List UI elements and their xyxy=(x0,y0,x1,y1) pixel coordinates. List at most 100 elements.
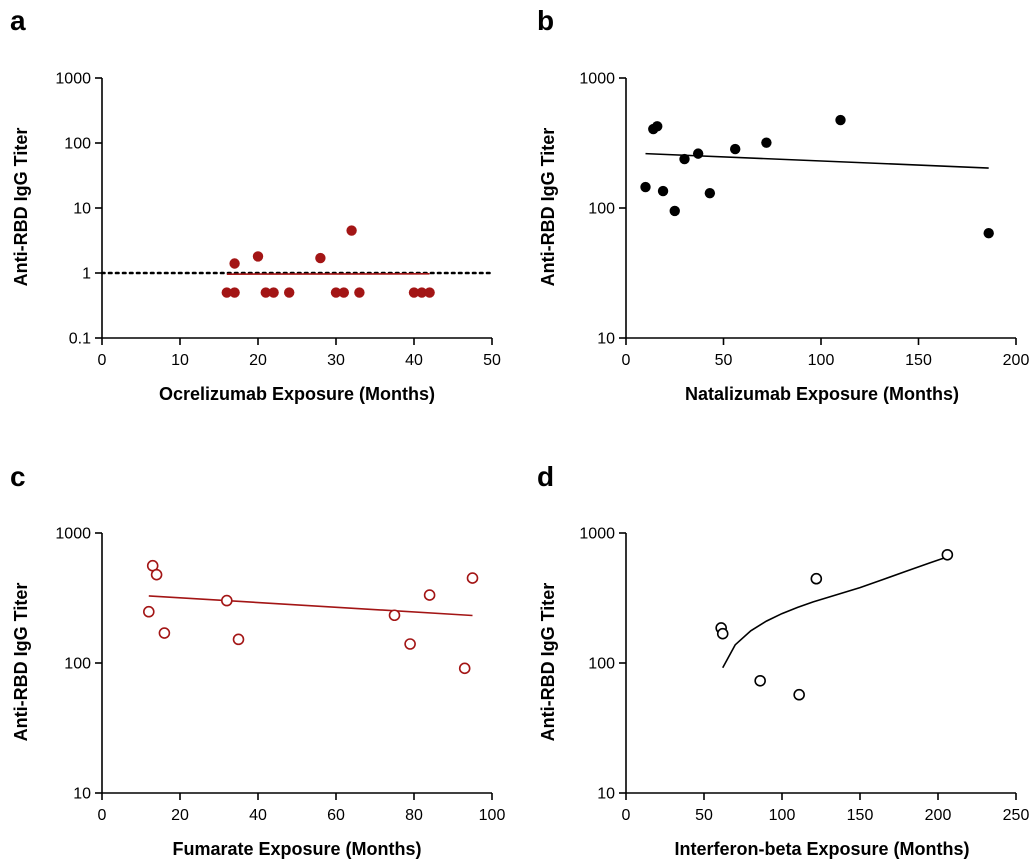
panel-a-x-tick-label: 30 xyxy=(327,352,345,369)
panel-a-data-point xyxy=(408,287,420,298)
panel-c-points xyxy=(143,559,479,675)
panel-d-data-point xyxy=(754,674,766,687)
panel-d-regression-line xyxy=(722,556,948,669)
panel-d-x-tick-label: 250 xyxy=(1003,807,1030,824)
panel-c-data-point xyxy=(458,662,471,675)
panel-b-y-ticks: 10 100 1000 xyxy=(579,71,626,348)
panel-c-data-point xyxy=(388,609,401,622)
panel-a-data-point xyxy=(252,251,264,262)
panel-a-data-point xyxy=(315,252,326,264)
panel-a-data-point xyxy=(346,225,357,236)
panel-c-y-axis-title: Anti-RBD IgG Titer xyxy=(11,583,31,742)
panel-b-x-tick-label: 50 xyxy=(715,352,733,369)
panel-d-x-tick-label: 100 xyxy=(769,807,796,824)
panel-a-x-tick-label: 10 xyxy=(171,352,189,369)
panel-c-x-tick-label: 20 xyxy=(171,807,189,824)
panel-c-data-point xyxy=(232,633,245,646)
panel-d-x-axis-title: Interferon-beta Exposure (Months) xyxy=(674,839,969,859)
panel-a-y-tick-label: 10 xyxy=(73,201,91,218)
panel-a-data-point xyxy=(424,287,435,298)
panel-c-x-tick-label: 40 xyxy=(249,807,267,824)
panel-d-data-point xyxy=(810,572,823,585)
panel-b-data-point xyxy=(692,148,704,159)
panel-d-y-tick-label: 10 xyxy=(597,786,615,803)
panel-c-x-ticks: 0 20 40 60 80 100 xyxy=(98,793,506,824)
panel-c-y-tick-label: 10 xyxy=(73,786,91,803)
panel-d-x-ticks: 0 50 100 150 200 250 xyxy=(622,793,1030,824)
panel-a-x-tick-label: 40 xyxy=(405,352,423,369)
panel-d-x-tick-label: 50 xyxy=(695,807,713,824)
panel-b-points xyxy=(640,114,994,239)
panel-b-data-point xyxy=(835,114,846,126)
panel-c-fit-line xyxy=(148,595,473,617)
panel-a-y-tick-label: 0.1 xyxy=(69,331,91,348)
panel-c-y-tick-label: 1000 xyxy=(55,526,91,543)
panel-d-x-tick-label: 150 xyxy=(847,807,874,824)
panel-c-x-tick-label: 80 xyxy=(405,807,423,824)
panel-d-data-point xyxy=(793,688,805,701)
panel-a-points xyxy=(221,225,435,298)
panel-c-letter: c xyxy=(10,461,26,492)
panel-a-x-ticks: 0 10 20 30 40 50 xyxy=(98,338,501,369)
panel-b-data-point xyxy=(640,181,651,193)
panel-d-points xyxy=(715,548,954,701)
panel-b-data-point xyxy=(761,137,772,148)
panel-b-letter: b xyxy=(537,5,554,36)
panel-c-x-tick-label: 100 xyxy=(479,807,506,824)
panel-a-y-ticks: 0.1 1 10 100 1000 xyxy=(55,71,102,348)
panel-c-y-ticks: 10 100 1000 xyxy=(55,526,102,803)
panel-a-data-point xyxy=(229,258,240,269)
panel-b-data-point xyxy=(657,185,669,197)
panel-b-y-tick-label: 100 xyxy=(588,201,615,218)
panel-d: d 0 50 100 150 200 250 10 100 1000 Interferon-b… xyxy=(537,461,1029,859)
panel-d-x-tick-label: 200 xyxy=(925,807,952,824)
panel-a-data-point xyxy=(338,287,349,298)
panel-a-y-tick-label: 1 xyxy=(82,266,91,283)
panel-b-y-tick-label: 10 xyxy=(597,331,615,348)
panel-d-data-point xyxy=(941,548,954,561)
panel-b-x-tick-label: 200 xyxy=(1003,352,1030,369)
panel-b: b 0 50 100 150 200 10 100 1000 Natalizumab Exp… xyxy=(537,5,1029,404)
panel-b-data-point xyxy=(704,187,716,199)
panel-d-y-tick-label: 100 xyxy=(588,656,615,673)
panel-a-x-tick-label: 50 xyxy=(483,352,501,369)
panel-d-y-tick-label: 1000 xyxy=(579,526,615,543)
panel-c-x-tick-label: 0 xyxy=(98,807,107,824)
panel-a-data-point xyxy=(229,287,240,298)
panel-a-x-tick-label: 0 xyxy=(98,352,107,369)
panel-c-regression-line xyxy=(148,595,473,617)
panel-a-letter: a xyxy=(10,5,26,36)
panel-c-data-point xyxy=(466,572,479,584)
panel-a: a 0 10 20 30 40 50 0.1 1 10 100 1000 Ocrelizumab … xyxy=(10,5,501,404)
panel-b-data-point xyxy=(730,143,741,155)
panel-b-x-tick-label: 100 xyxy=(808,352,835,369)
panel-a-data-point xyxy=(354,287,365,298)
panel-b-data-point xyxy=(669,205,680,217)
panel-b-x-axis-title: Natalizumab Exposure (Months) xyxy=(685,384,959,404)
panel-d-y-ticks: 10 100 1000 xyxy=(579,526,626,803)
panel-a-y-tick-label: 1000 xyxy=(55,71,91,88)
panel-c-data-point xyxy=(158,627,171,639)
panel-a-x-tick-label: 20 xyxy=(249,352,267,369)
panel-c-data-point xyxy=(404,638,416,650)
panel-c-data-point xyxy=(221,594,233,607)
panel-a-x-axis-title: Ocrelizumab Exposure (Months) xyxy=(159,384,435,404)
panel-c-data-point xyxy=(143,605,155,618)
panel-b-data-point xyxy=(679,153,690,165)
panel-a-data-point xyxy=(330,287,342,298)
panel-a-data-point xyxy=(260,287,271,298)
panel-d-y-axis-title: Anti-RBD IgG Titer xyxy=(538,583,558,742)
panel-a-data-point xyxy=(284,287,295,298)
panel-c-data-point xyxy=(423,589,436,601)
panel-b-data-point xyxy=(652,121,663,132)
panel-c-y-tick-label: 100 xyxy=(64,656,91,673)
panel-a-data-point xyxy=(416,287,427,298)
panel-b-y-tick-label: 1000 xyxy=(579,71,615,88)
panel-d-fit-line xyxy=(722,556,948,669)
panel-c: c 0 20 40 60 80 100 10 100 1000 Fumarate Exposu… xyxy=(10,461,505,859)
panel-b-x-ticks: 0 50 100 150 200 xyxy=(622,338,1030,369)
panel-b-x-tick-label: 0 xyxy=(622,352,631,369)
panel-a-y-tick-label: 100 xyxy=(64,136,91,153)
